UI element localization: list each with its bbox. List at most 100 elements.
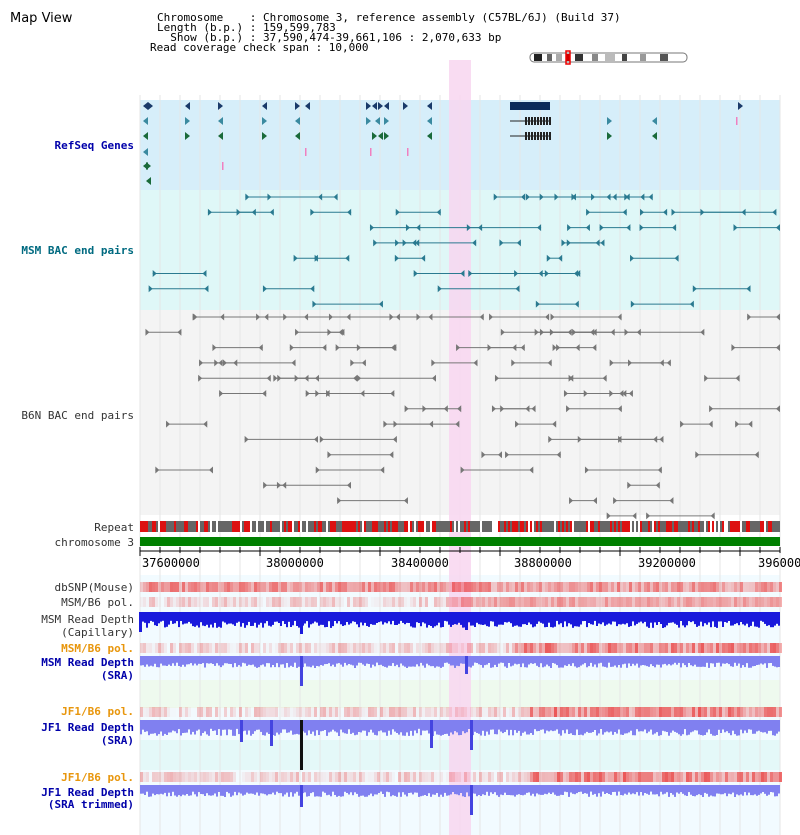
heatmap-cell [146,582,149,592]
depth-bar [476,656,478,663]
depth-bar [250,785,252,794]
depth-bar [368,785,370,796]
heatmap-cell [191,707,194,717]
depth-bar [718,656,720,663]
heatmap-cell [620,597,623,607]
depth-bar [706,612,708,625]
depth-bar [394,612,396,625]
depth-bar [218,656,220,666]
heatmap-cell [233,772,236,782]
repeat-segment [192,521,194,532]
depth-bar [376,656,378,663]
depth-bar [418,612,420,623]
bac-end-marker [456,344,461,352]
depth-bar [346,785,348,793]
heatmap-cell [302,597,305,607]
repeat-segment [700,521,702,532]
heatmap-cell [299,597,302,607]
page-title: Map View [10,11,73,26]
depth-bar [340,656,342,665]
heatmap-cell [638,643,641,653]
heatmap-cell [440,597,443,607]
heatmap-cell [476,707,479,717]
depth-bar [724,785,726,794]
heatmap-cell [503,597,506,607]
depth-bar [680,656,682,668]
depth-bar [518,612,520,627]
depth-bar [312,720,314,732]
heatmap-cell [320,643,323,653]
depth-bar [490,656,492,668]
heatmap-cell [386,643,389,653]
heatmap-cell [776,772,779,782]
heatmap-cell [758,772,761,782]
axis-tick: 38800000 [514,556,572,570]
depth-bar [142,785,144,794]
heatmap-cell [281,582,284,592]
repeat-segment [316,521,318,532]
depth-bar [436,656,438,667]
heatmap-cell [251,597,254,607]
depth-bar [420,720,422,736]
heatmap-cell [152,772,155,782]
bac-end-marker [380,466,385,474]
repeat-segment [778,521,780,532]
depth-bar [390,612,392,625]
depth-bar [390,720,392,735]
depth-bar [220,720,222,736]
repeat-segment [698,521,700,532]
heatmap-cell [317,582,320,592]
depth-bar [524,612,526,625]
depth-bar [328,612,330,622]
depth-bar [190,720,192,735]
depth-bar [380,785,382,792]
heatmap-cell [368,643,371,653]
track-label-b6n-bac[interactable]: B6N BAC end pairs [21,409,134,422]
heatmap-cell [344,643,347,653]
repeat-segment [588,521,590,532]
heatmap-cell [497,772,500,782]
depth-bar [752,720,754,734]
depth-bar [304,720,306,733]
depth-bar [226,612,228,625]
gene-exon [528,117,530,125]
depth-bar [336,656,338,664]
depth-bar [658,785,660,797]
depth-bar [696,785,698,796]
track-label-refseq[interactable]: RefSeq Genes [54,139,134,152]
heatmap-cell [527,582,530,592]
depth-bar [164,656,166,666]
depth-bar [348,656,350,664]
heatmap-cell [419,582,422,592]
heatmap-cell [623,643,626,653]
depth-bar [664,785,666,794]
heatmap-cell [161,643,164,653]
repeat-segment [312,521,314,532]
depth-bar [210,656,212,664]
ideogram-band [640,54,646,61]
heatmap-cell [239,582,242,592]
depth-bar [642,720,644,732]
depth-bar [280,785,282,794]
heatmap-cell [305,707,308,717]
heatmap-cell [770,643,773,653]
heatmap-cell [347,772,350,782]
depth-bar [522,612,524,625]
heatmap-cell [692,772,695,782]
depth-bar [634,785,636,795]
heatmap-cell [371,597,374,607]
repeat-segment [550,521,552,532]
heatmap-cell [410,643,413,653]
depth-bar [648,785,650,795]
heatmap-cell [224,597,227,607]
track-label-msm-bac[interactable]: MSM BAC end pairs [21,244,134,257]
repeat-segment [202,521,204,532]
heatmap-cell [182,772,185,782]
depth-bar [506,785,508,795]
heatmap-cell [653,772,656,782]
heatmap-cell [239,643,242,653]
heatmap-cell [524,582,527,592]
bac-end-marker [264,313,269,321]
repeat-segment [290,521,292,532]
